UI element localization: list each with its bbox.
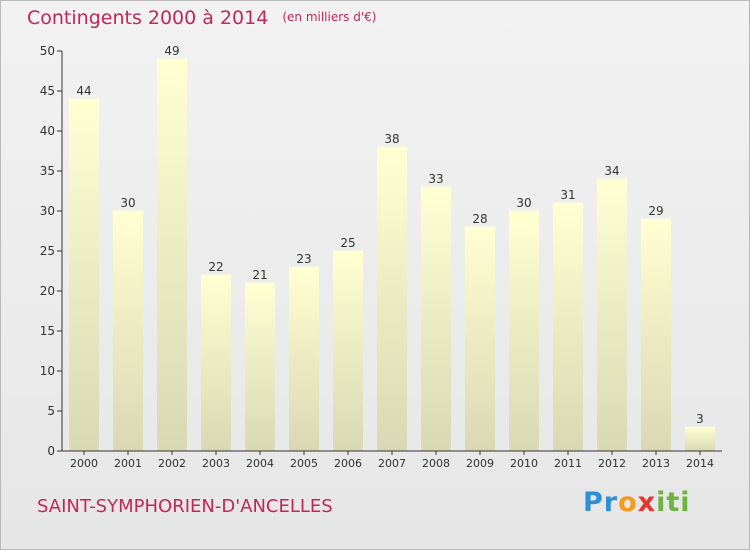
y-tick-label: 5 — [47, 404, 55, 418]
x-tick-label-2002: 2002 — [158, 457, 186, 470]
y-tick-label: 40 — [40, 124, 55, 138]
x-axis: 2000 2001 2002 2003 2004 2005 2006 2007 2008 2009… — [62, 450, 722, 470]
data-label-2010: 30 — [516, 196, 531, 210]
x-tick-label-2005: 2005 — [290, 457, 318, 470]
data-label-2008: 33 — [428, 172, 443, 186]
data-label-2013: 29 — [648, 204, 663, 218]
bar-2002 — [157, 59, 187, 451]
data-label-2003: 22 — [208, 260, 223, 274]
y-tick-label: 0 — [47, 444, 55, 458]
data-label-2014: 3 — [696, 412, 704, 426]
x-tick-label-2003: 2003 — [202, 457, 230, 470]
y-tick-label: 50 — [40, 44, 55, 58]
data-label-2000: 44 — [76, 84, 91, 98]
x-tick-label-2011: 2011 — [554, 457, 582, 470]
data-label-2005: 23 — [296, 252, 311, 266]
y-tick-label: 35 — [40, 164, 55, 178]
chart-title: Contingents 2000 à 2014 (en milliers d'€) — [27, 7, 376, 29]
bar-2014 — [685, 427, 715, 451]
data-label-2007: 38 — [384, 132, 399, 146]
x-tick-label-2009: 2009 — [466, 457, 494, 470]
x-tick-label-2010: 2010 — [510, 457, 538, 470]
data-label-2009: 28 — [472, 212, 487, 226]
bar-2004 — [245, 283, 275, 451]
bars: 44 30 49 22 21 23 25 38 33 28 30 31 34 29 3 — [69, 44, 715, 451]
bar-2013 — [641, 219, 671, 451]
x-tick-label-2004: 2004 — [246, 457, 274, 470]
x-tick-label-2007: 2007 — [378, 457, 406, 470]
bar-2000 — [69, 99, 99, 451]
x-tick-label-2000: 2000 — [70, 457, 98, 470]
bar-2007 — [377, 147, 407, 451]
chart-title-text: Contingents 2000 à 2014 — [27, 7, 269, 29]
chart-unit-label: (en milliers d'€) — [282, 10, 377, 24]
data-label-2012: 34 — [604, 164, 619, 178]
y-tick-label: 20 — [40, 284, 55, 298]
x-tick-label-2014: 2014 — [686, 457, 714, 470]
x-tick-label-2013: 2013 — [642, 457, 670, 470]
bar-2005 — [289, 267, 319, 451]
bar-2006 — [333, 251, 363, 451]
y-tick-label: 10 — [40, 364, 55, 378]
bar-2012 — [597, 179, 627, 451]
y-tick-label: 45 — [40, 84, 55, 98]
proxiti-logo: Proxiti — [583, 487, 691, 518]
x-tick-label-2006: 2006 — [334, 457, 362, 470]
data-label-2001: 30 — [120, 196, 135, 210]
bar-2009 — [465, 227, 495, 451]
y-axis: 0 5 10 15 20 25 30 35 40 45 50 — [40, 44, 63, 458]
bar-2001 — [113, 211, 143, 451]
y-tick-label: 25 — [40, 244, 55, 258]
commune-name: SAINT-SYMPHORIEN-D'ANCELLES — [37, 496, 333, 517]
bar-2010 — [509, 211, 539, 451]
y-tick-label: 15 — [40, 324, 55, 338]
data-label-2004: 21 — [252, 268, 267, 282]
data-label-2011: 31 — [560, 188, 575, 202]
x-tick-label-2001: 2001 — [114, 457, 142, 470]
bar-2011 — [553, 203, 583, 451]
x-tick-label-2012: 2012 — [598, 457, 626, 470]
x-tick-label-2008: 2008 — [422, 457, 450, 470]
y-tick-label: 30 — [40, 204, 55, 218]
data-label-2006: 25 — [340, 236, 355, 250]
bar-2008 — [421, 187, 451, 451]
data-label-2002: 49 — [164, 44, 179, 58]
bar-2003 — [201, 275, 231, 451]
